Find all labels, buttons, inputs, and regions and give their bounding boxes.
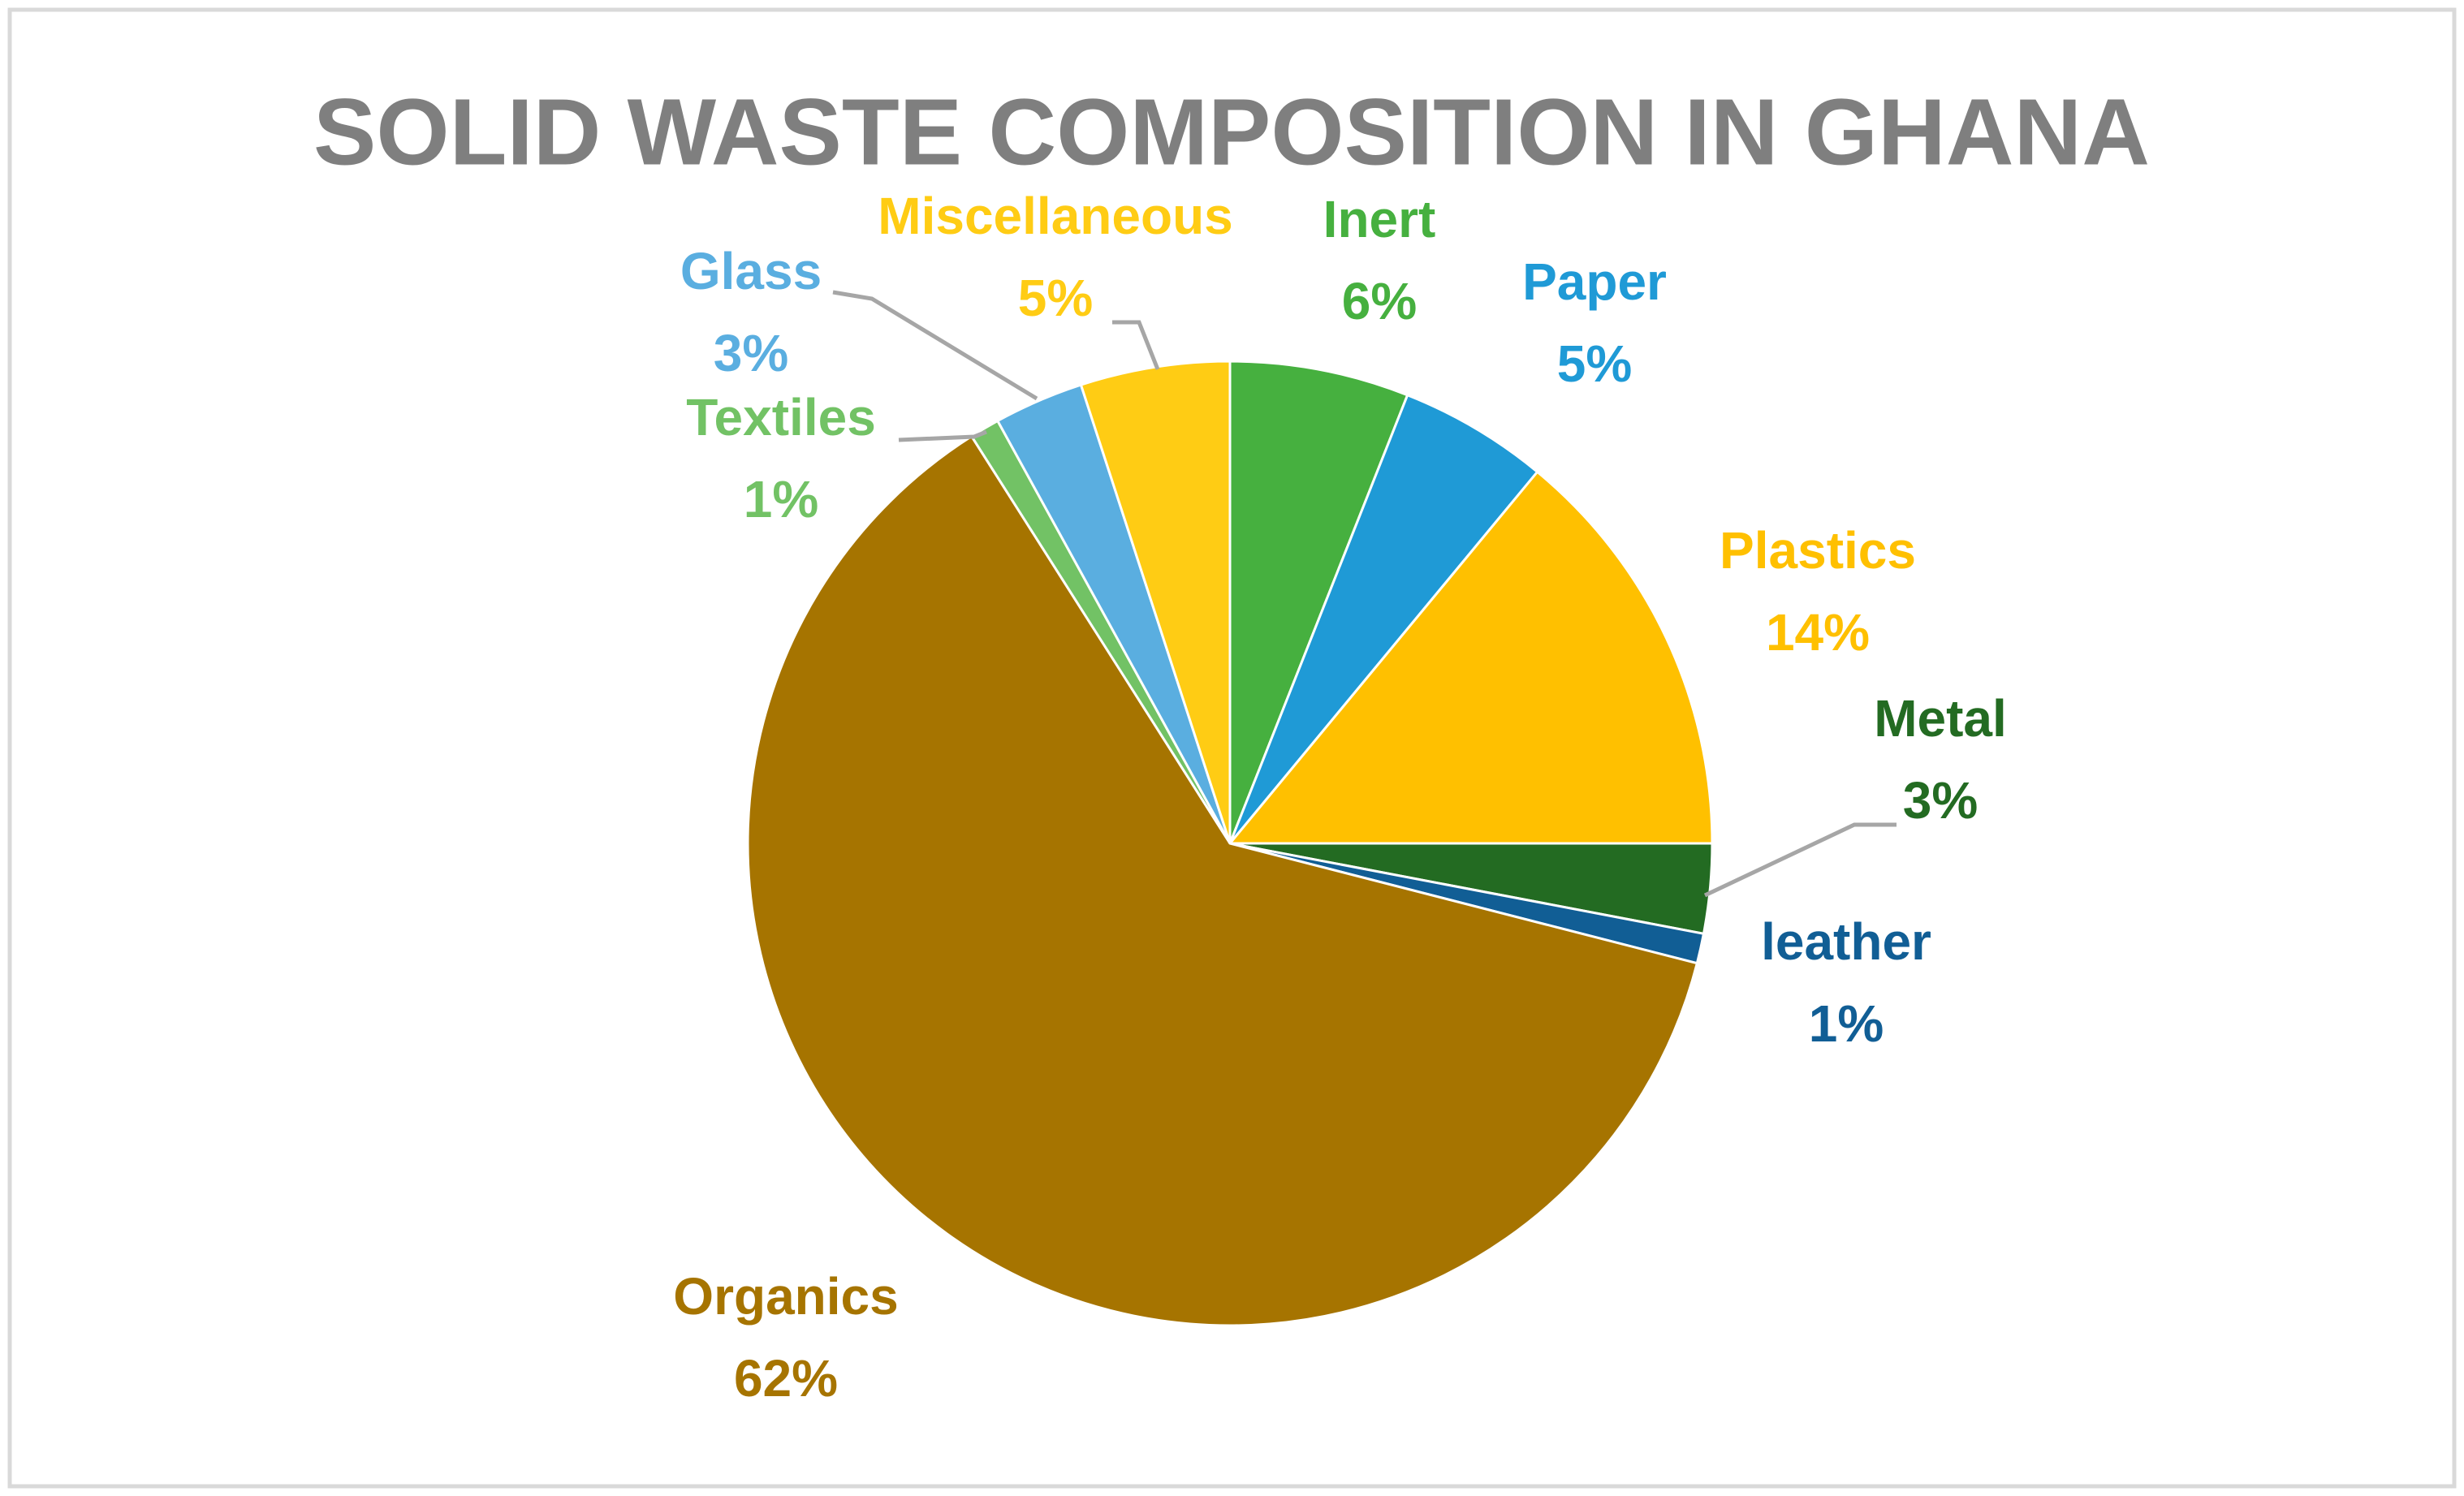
pie-slice	[1228, 360, 1409, 844]
slice-label: Miscellaneous	[878, 187, 1233, 245]
slice-label: Glass	[680, 242, 822, 300]
value-label: 5%	[1557, 334, 1633, 393]
chart-title: SOLID WASTE COMPOSITION IN GHANA	[313, 80, 2150, 185]
value-label: 1%	[1809, 994, 1884, 1053]
value-label: 62%	[734, 1349, 838, 1408]
pie-slice	[746, 434, 1699, 1327]
slice-label: Organics	[673, 1267, 898, 1326]
value-label: 1%	[744, 470, 819, 528]
leader-line	[832, 290, 1038, 401]
slice-label: Metal	[1874, 689, 2007, 748]
slice-label: leather	[1761, 912, 1931, 971]
value-label: 5%	[1018, 269, 1094, 327]
leader-line	[1112, 320, 1160, 370]
pie-slice	[1227, 470, 1714, 845]
value-label: 3%	[714, 324, 789, 382]
value-label: 3%	[1903, 771, 1979, 830]
slice-label: Textiles	[686, 388, 876, 446]
value-label: 14%	[1766, 603, 1870, 662]
slice-label: Paper	[1522, 252, 1667, 311]
pie-slice	[1228, 393, 1539, 844]
leader-line	[1703, 822, 1897, 898]
slice-label: Inert	[1323, 190, 1436, 248]
pie-slice	[1079, 360, 1232, 844]
slice-label: Plastics	[1720, 521, 1916, 580]
leader-line	[898, 429, 987, 442]
value-label: 6%	[1342, 272, 1418, 330]
